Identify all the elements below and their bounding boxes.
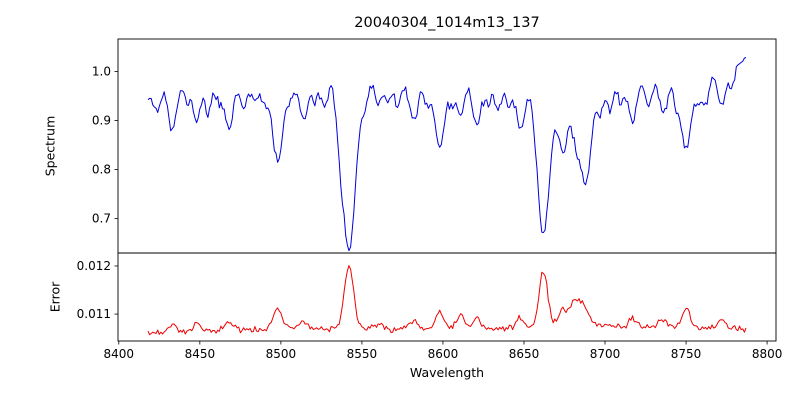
x-tick-label: 8550 [347,347,378,361]
error-panel [117,252,777,342]
x-tick-label: 8450 [185,347,216,361]
y-tick-label: 0.012 [77,259,111,273]
y-tick-label: 0.9 [92,113,111,127]
y-tick-label: 1.0 [92,64,111,78]
x-tick-label: 8800 [752,347,783,361]
chart-title: 20040304_1014m13_137 [354,15,540,31]
spectrum-panel [117,38,777,254]
x-tick-label: 8600 [428,347,459,361]
y-tick-label: 0.7 [92,212,111,226]
x-axis-label: Wavelength [409,365,485,380]
x-tick-label: 8750 [671,347,702,361]
x-tick-label: 8650 [509,347,540,361]
x-tick-label: 8400 [104,347,135,361]
y-tick-label: 0.8 [92,163,111,177]
y-tick-label: 0.011 [77,307,111,321]
error-line [147,265,747,336]
x-tick-label: 8700 [590,347,621,361]
x-tick-label: 8500 [266,347,297,361]
spectrum-line [147,57,747,252]
spectrum-y-axis-label: Spectrum [42,115,58,177]
error-y-axis-label: Error [47,281,63,313]
